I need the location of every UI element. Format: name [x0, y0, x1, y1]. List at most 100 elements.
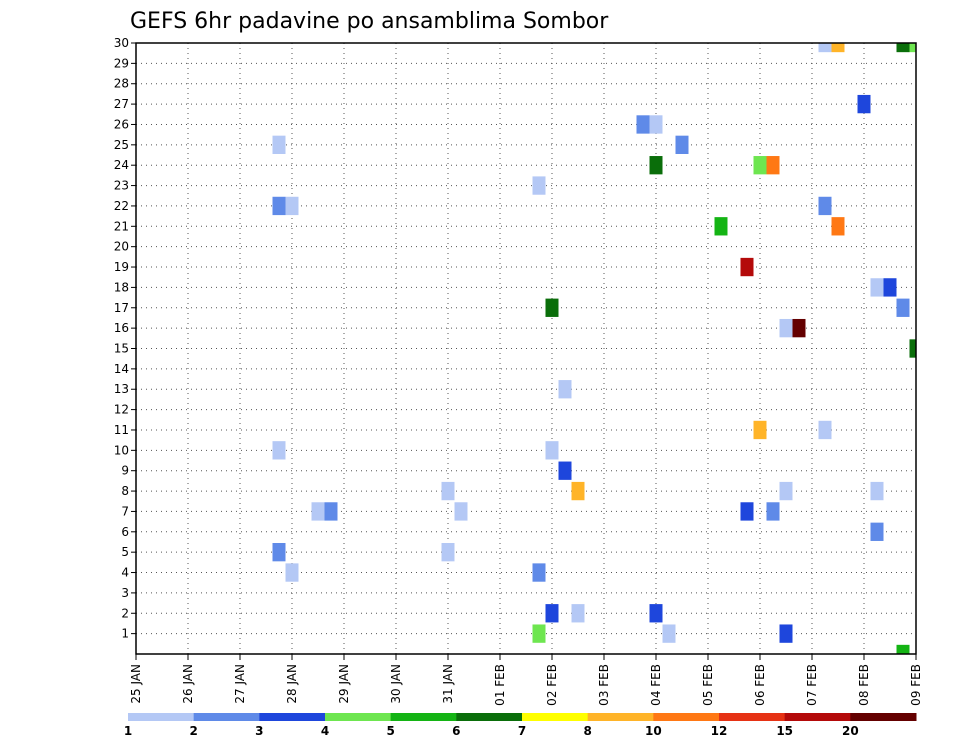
y-tick-label: 11 — [114, 423, 129, 437]
precip-cell — [753, 420, 767, 440]
y-tick-label: 6 — [121, 525, 129, 539]
precip-cell — [779, 318, 793, 338]
x-tick-label: 03 FEB — [597, 664, 611, 706]
x-tick-label: 31 JAN — [441, 664, 455, 704]
colorbar-segment — [325, 713, 392, 721]
precip-cell — [714, 217, 728, 236]
y-tick-label: 24 — [114, 158, 129, 172]
colorbar-label: 6 — [452, 724, 460, 738]
precip-cell — [272, 441, 286, 460]
precip-cell — [857, 94, 871, 114]
precip-cell — [896, 43, 910, 53]
precip-cell — [558, 380, 572, 399]
y-tick-label: 12 — [114, 403, 129, 417]
precip-cell — [909, 43, 916, 53]
colorbar-segment — [193, 713, 260, 721]
x-tick-label: 09 FEB — [909, 664, 923, 706]
y-tick-label: 27 — [114, 97, 129, 111]
precip-cell — [883, 278, 897, 297]
precip-cell — [766, 156, 780, 175]
colorbar-label: 5 — [386, 724, 394, 738]
x-tick-label: 26 JAN — [181, 664, 195, 704]
precip-cell — [740, 257, 754, 277]
precip-cell — [779, 624, 793, 643]
precip-cell — [818, 196, 832, 216]
colorbar-segment — [456, 713, 523, 721]
precip-cell — [909, 339, 916, 358]
colorbar-label: 3 — [255, 724, 263, 738]
precip-cell — [649, 604, 663, 623]
precip-cell — [870, 481, 884, 501]
precip-cell — [571, 481, 585, 501]
data-cells — [272, 43, 916, 654]
y-tick-label: 21 — [114, 219, 129, 233]
colorbar-label: 1 — [124, 724, 132, 738]
colorbar-segment — [850, 713, 917, 721]
x-tick-label: 25 JAN — [129, 664, 143, 704]
precip-cell — [285, 196, 299, 216]
precip-cell — [558, 461, 572, 480]
y-tick-label: 18 — [114, 280, 129, 294]
colorbar-label: 15 — [776, 724, 793, 738]
precip-cell — [792, 318, 806, 338]
y-tick-label: 30 — [114, 36, 129, 50]
x-tick-label: 02 FEB — [545, 664, 559, 706]
y-tick-label: 5 — [121, 545, 129, 559]
y-tick-label: 23 — [114, 179, 129, 193]
x-tick-label: 07 FEB — [805, 664, 819, 706]
colorbar-label: 12 — [711, 724, 728, 738]
y-axis: 1234567891011121314151617181920212223242… — [114, 36, 136, 641]
precip-cell — [896, 644, 910, 654]
y-tick-label: 4 — [121, 566, 129, 580]
precip-cell — [649, 156, 663, 175]
x-tick-label: 27 JAN — [233, 664, 247, 704]
precip-cell — [272, 135, 286, 154]
precip-cell — [779, 481, 793, 501]
precip-cell — [740, 502, 754, 521]
chart-title: GEFS 6hr padavine po ansamblima Sombor — [130, 9, 609, 34]
x-tick-label: 29 JAN — [337, 664, 351, 704]
x-tick-label: 05 FEB — [701, 664, 715, 706]
precip-cell — [545, 298, 559, 317]
colorbar-label: 7 — [518, 724, 526, 738]
y-tick-label: 28 — [114, 77, 129, 91]
x-axis: 25 JAN 26 JAN 27 JAN 28 JAN 29 JAN 30 JAN 31 J… — [129, 654, 923, 706]
precip-cell — [896, 298, 910, 317]
colorbar-segment — [128, 713, 195, 721]
y-tick-label: 8 — [121, 484, 129, 498]
precip-cell — [662, 624, 676, 643]
colorbar-segment — [719, 713, 786, 721]
precip-cell — [272, 543, 286, 562]
colorbar-segment — [390, 713, 457, 721]
precip-cell — [870, 522, 884, 541]
precip-cell — [272, 196, 286, 216]
y-tick-label: 20 — [114, 240, 129, 254]
y-tick-label: 16 — [114, 321, 129, 335]
precip-cell — [532, 624, 546, 643]
precip-cell — [285, 563, 299, 582]
x-tick-label: 04 FEB — [649, 664, 663, 706]
y-tick-label: 19 — [114, 260, 129, 274]
colorbar-segment — [653, 713, 720, 721]
precip-cell — [831, 217, 845, 236]
precip-cell — [675, 135, 689, 154]
y-tick-label: 17 — [114, 301, 129, 315]
precip-cell — [311, 502, 325, 521]
colorbar-segment — [259, 713, 326, 721]
precip-cell — [532, 563, 546, 582]
precip-cell — [753, 156, 767, 175]
x-tick-label: 08 FEB — [857, 664, 871, 706]
precip-cell — [818, 420, 832, 440]
y-tick-label: 9 — [121, 464, 129, 478]
precip-cell — [545, 441, 559, 460]
y-tick-label: 14 — [114, 362, 129, 376]
colorbar-label: 8 — [583, 724, 591, 738]
y-tick-label: 1 — [121, 627, 129, 641]
precip-cell — [766, 502, 780, 521]
precip-cell — [831, 43, 845, 53]
x-tick-label: 30 JAN — [389, 664, 403, 704]
x-tick-label: 01 FEB — [493, 664, 507, 706]
precip-cell — [649, 115, 663, 134]
y-tick-label: 29 — [114, 56, 129, 70]
